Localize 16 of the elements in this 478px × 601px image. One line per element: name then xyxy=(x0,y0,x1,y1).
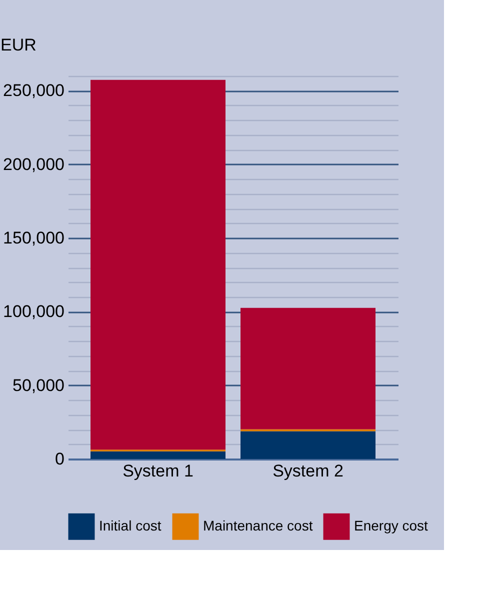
x-tick-label: System 2 xyxy=(272,462,344,480)
y-tick-label: 150,000 xyxy=(3,228,64,248)
legend-label: Initial cost xyxy=(99,518,162,534)
legend-label: Energy cost xyxy=(354,518,428,534)
y-axis-title: EUR xyxy=(0,36,36,54)
legend-label: Maintenance cost xyxy=(203,518,313,534)
y-tick-label: 100,000 xyxy=(3,302,64,322)
bar xyxy=(240,308,376,430)
y-tick-label: 50,000 xyxy=(12,376,64,395)
bar xyxy=(90,80,226,450)
bar xyxy=(240,431,376,459)
x-tick-label: System 1 xyxy=(122,462,194,480)
y-tick-label: 200,000 xyxy=(3,154,64,174)
y-tick-label: 250,000 xyxy=(3,81,64,100)
y-tick-label: 0 xyxy=(55,450,64,468)
bar xyxy=(90,451,226,459)
